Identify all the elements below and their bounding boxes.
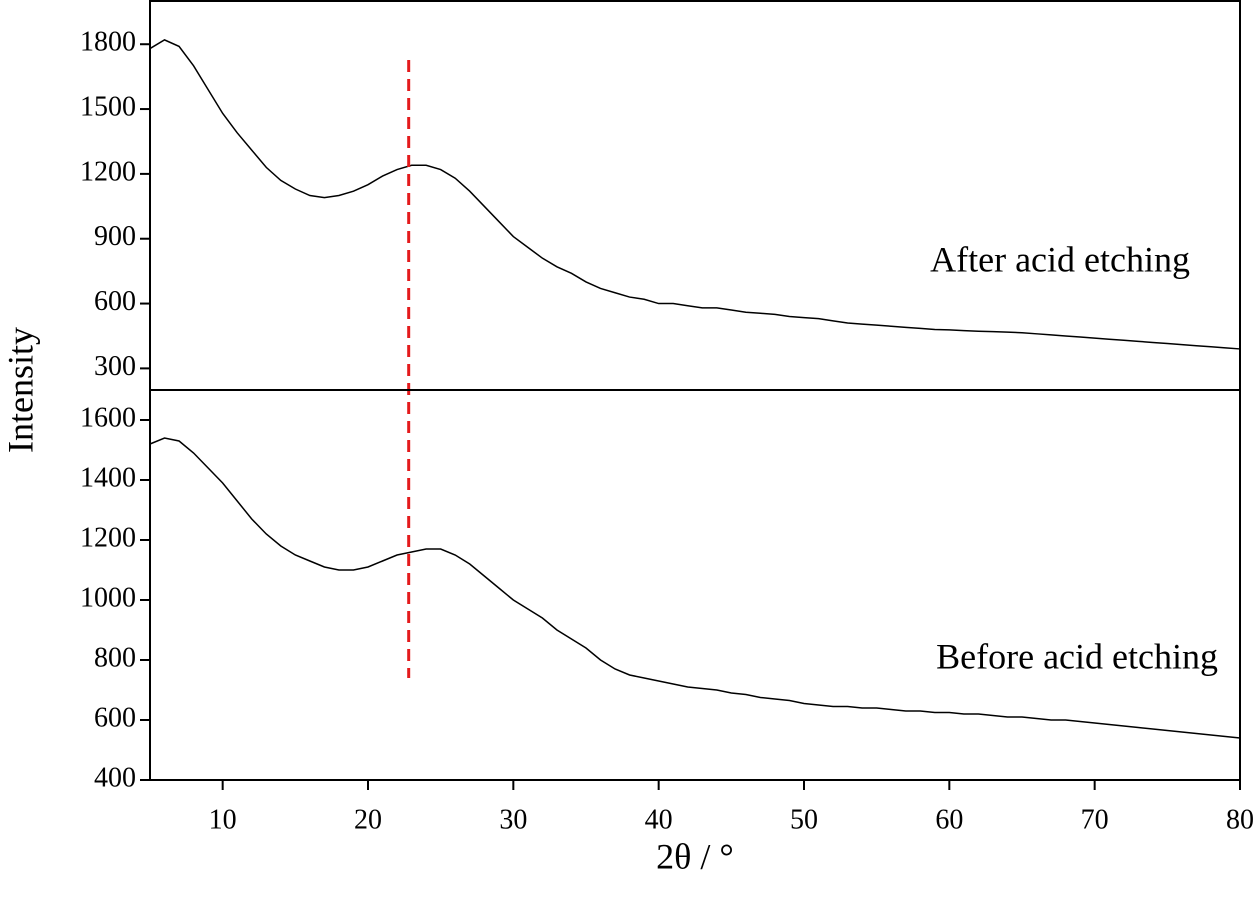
- y-tick-label: 1000: [80, 582, 136, 613]
- x-tick-label: 60: [935, 804, 963, 835]
- y-tick-label: 600: [94, 702, 136, 733]
- x-tick-label: 50: [790, 804, 818, 835]
- x-tick-label: 10: [209, 804, 237, 835]
- y-tick-label: 600: [94, 286, 136, 317]
- data-line: [149, 437, 1241, 739]
- annotation: Before acid etching: [936, 636, 1218, 676]
- y-tick-label: 1200: [80, 522, 136, 553]
- y-tick-label: 1500: [80, 91, 136, 122]
- y-tick-label: 300: [94, 351, 136, 382]
- y-tick-label: 1200: [80, 156, 136, 187]
- x-tick-label: 40: [645, 804, 673, 835]
- y-tick-label: 800: [94, 642, 136, 673]
- x-axis-label: 2θ / °: [656, 836, 734, 876]
- data-line: [149, 39, 1241, 350]
- y-tick-label: 1800: [80, 27, 136, 58]
- x-tick-label: 20: [354, 804, 382, 835]
- x-tick-label: 70: [1081, 804, 1109, 835]
- plot-frame: [149, 389, 1241, 781]
- y-tick-label: 1400: [80, 462, 136, 493]
- y-tick-label: 900: [94, 221, 136, 252]
- x-tick-label: 80: [1226, 804, 1254, 835]
- y-tick-label: 1600: [80, 402, 136, 433]
- y-axis-label: Intensity: [0, 327, 40, 453]
- x-tick-label: 30: [499, 804, 527, 835]
- annotation: After acid etching: [930, 239, 1190, 279]
- y-tick-label: 400: [94, 762, 136, 793]
